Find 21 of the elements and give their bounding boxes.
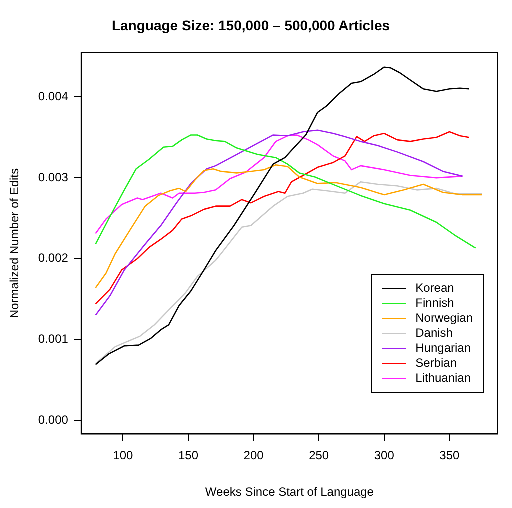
y-tick-label: 0.000 bbox=[38, 412, 69, 427]
y-axis-title: Normalized Number of Edits bbox=[8, 168, 22, 319]
legend-label: Finnish bbox=[416, 296, 454, 311]
legend-label: Danish bbox=[416, 326, 453, 341]
legend-label: Lithuanian bbox=[416, 371, 472, 386]
legend-label: Serbian bbox=[416, 356, 457, 371]
y-tick-label: 0.003 bbox=[38, 170, 69, 184]
y-tick-label: 0.001 bbox=[38, 332, 69, 346]
x-tick-label: 350 bbox=[440, 448, 460, 463]
legend-label: Norwegian bbox=[416, 311, 473, 326]
x-tick-label: 100 bbox=[113, 448, 134, 463]
y-tick-label: 0.002 bbox=[38, 251, 69, 266]
x-tick-label: 300 bbox=[374, 448, 395, 463]
x-tick-label: 200 bbox=[244, 448, 264, 463]
y-tick-label: 0.004 bbox=[38, 90, 69, 104]
legend-label: Korean bbox=[416, 281, 454, 296]
legend-label: Hungarian bbox=[416, 341, 471, 356]
x-axis-title: Weeks Since Start of Language bbox=[205, 485, 374, 500]
chart-title: Language Size: 150,000 – 500,000 Articles bbox=[112, 17, 390, 34]
x-tick-label: 150 bbox=[178, 448, 199, 463]
x-tick-label: 250 bbox=[309, 448, 330, 463]
